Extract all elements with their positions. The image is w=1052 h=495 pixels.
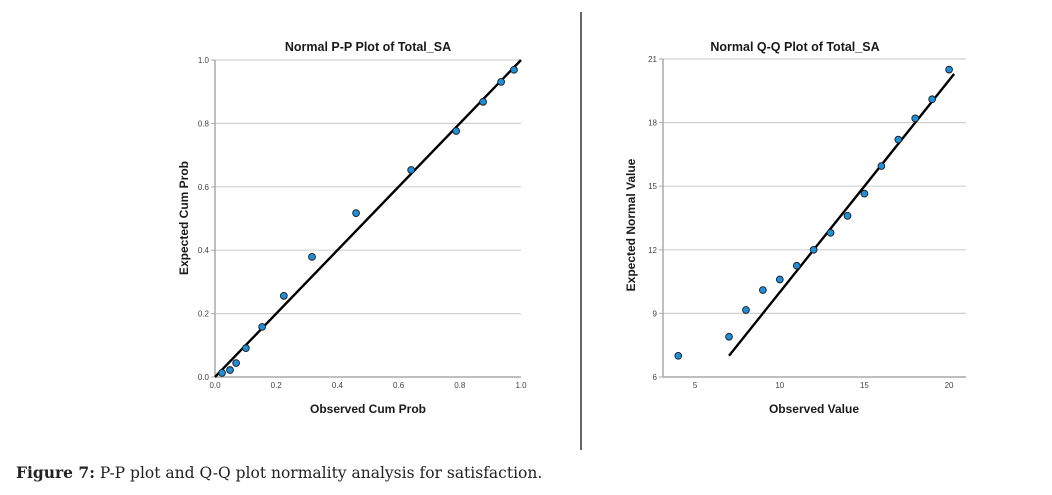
pp-x-tick-label: 0.4 xyxy=(332,381,344,390)
qq-x-axis-label: Observed Value xyxy=(769,402,859,416)
pp-x-axis-label: Observed Cum Prob xyxy=(310,402,426,416)
qq-x-tick-label: 5 xyxy=(693,381,698,390)
pp-axes xyxy=(211,59,521,378)
qq-axes xyxy=(659,58,966,378)
pp-data-point xyxy=(308,253,316,261)
qq-data-point xyxy=(843,212,852,220)
pp-data-point xyxy=(352,209,360,217)
pp-y-tick-label: 0.6 xyxy=(198,183,210,192)
qq-plot-title: Normal Q-Q Plot of Total_SA xyxy=(710,40,879,54)
pp-data-point xyxy=(510,65,518,74)
pp-y-tick-label: 0.2 xyxy=(198,310,210,319)
qq-x-tick-label: 20 xyxy=(945,381,954,390)
pp-x-tick-label: 0.0 xyxy=(209,381,221,390)
qq-data-point xyxy=(877,162,886,170)
pp-x-tick-label: 0.6 xyxy=(393,381,405,390)
caption-label: Figure 7: xyxy=(16,463,95,482)
qq-data-point xyxy=(674,351,683,360)
qq-y-axis-label: Expected Normal Value xyxy=(624,158,638,291)
qq-y-tick-label: 18 xyxy=(648,119,657,128)
pp-x-tick-label: 0.8 xyxy=(454,381,466,390)
qq-x-tick-label: 10 xyxy=(775,381,784,390)
pp-data-point xyxy=(407,166,415,174)
pp-data-point xyxy=(218,369,226,377)
pp-x-tick-labels: 0.0 0.2 0.4 0.6 0.8 1.0 xyxy=(209,381,527,390)
pp-data-point xyxy=(280,291,288,300)
pp-y-tick-label: 1.0 xyxy=(198,56,210,65)
qq-y-tick-label: 21 xyxy=(648,55,657,64)
qq-data-point xyxy=(826,228,835,237)
pp-y-axis-label: Expected Cum Prob xyxy=(177,161,191,275)
qq-y-tick-label: 9 xyxy=(653,309,658,318)
pp-plot-title: Normal P-P Plot of Total_SA xyxy=(285,40,451,54)
qq-y-tick-label: 12 xyxy=(648,246,657,255)
pp-points xyxy=(218,65,518,377)
pp-data-point xyxy=(452,127,460,135)
pp-data-point xyxy=(497,78,505,86)
qq-y-tick-labels: 6 9 12 15 18 21 xyxy=(648,55,657,382)
pp-data-point xyxy=(232,359,240,367)
qq-plot: Normal Q-Q Plot of Total_SA 6 9 12 15 18 21 5… xyxy=(624,40,966,416)
qq-x-tick-label: 15 xyxy=(860,381,869,390)
qq-data-point xyxy=(759,286,767,294)
qq-data-point xyxy=(775,275,784,284)
qq-data-point xyxy=(928,95,936,104)
pp-data-point xyxy=(258,323,266,331)
pp-y-tick-label: 0.4 xyxy=(198,246,210,255)
pp-reference-line xyxy=(214,59,522,378)
qq-data-point xyxy=(725,332,733,341)
qq-data-point xyxy=(945,65,953,74)
caption-text: P-P plot and Q-Q plot normality analysis… xyxy=(94,464,543,482)
pp-data-point xyxy=(479,97,487,106)
qq-y-tick-label: 6 xyxy=(653,373,658,382)
qq-y-tick-label: 15 xyxy=(648,182,657,191)
pp-plot: Normal P-P Plot of Total_SA 0.0 0.2 0.4 0.6… xyxy=(177,40,527,416)
pp-y-tick-label: 0.0 xyxy=(198,373,210,382)
figure-caption: Figure 7: P-P plot and Q-Q plot normalit… xyxy=(16,463,542,482)
qq-data-point xyxy=(860,189,869,198)
qq-points xyxy=(674,65,953,360)
qq-data-point xyxy=(792,261,801,270)
panel-divider xyxy=(580,12,582,450)
qq-x-tick-labels: 5 10 15 20 xyxy=(693,381,954,390)
pp-y-tick-labels: 0.0 0.2 0.4 0.6 0.8 1.0 xyxy=(198,56,210,382)
qq-data-point xyxy=(809,245,818,254)
qq-data-point xyxy=(894,135,903,144)
qq-gridlines xyxy=(663,58,966,314)
pp-y-tick-label: 0.8 xyxy=(198,119,210,128)
pp-x-tick-label: 0.2 xyxy=(271,381,283,390)
pp-data-point xyxy=(242,344,250,353)
qq-data-point xyxy=(742,306,750,314)
pp-data-point xyxy=(226,366,234,374)
pp-gridlines xyxy=(215,59,521,315)
qq-data-point xyxy=(911,114,920,123)
pp-x-tick-label: 1.0 xyxy=(515,381,527,390)
